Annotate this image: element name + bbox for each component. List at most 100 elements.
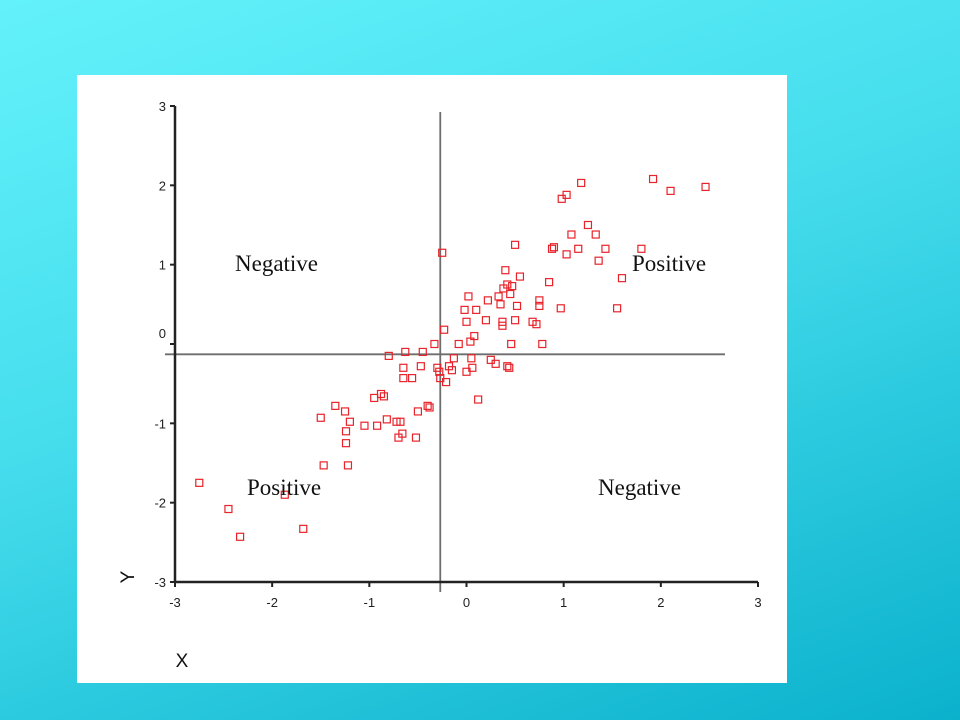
quadrant-label-bottom-right: Negative	[598, 475, 681, 500]
data-point	[416, 362, 425, 371]
data-point	[501, 266, 510, 275]
data-point	[460, 305, 469, 314]
data-point	[399, 374, 408, 383]
data-point	[280, 490, 289, 499]
data-point	[425, 403, 434, 412]
data-point	[535, 301, 544, 311]
y-tick-label: 2	[159, 178, 166, 193]
data-point	[440, 325, 449, 334]
data-point	[407, 374, 417, 383]
x-tick-label: -3	[169, 595, 181, 610]
data-point	[583, 220, 593, 230]
data-point	[224, 504, 233, 514]
x-tick-label: -1	[364, 595, 376, 610]
data-point	[512, 301, 522, 311]
data-point	[701, 182, 710, 192]
data-point	[316, 413, 325, 422]
data-point	[399, 363, 408, 372]
quadrant-label-top-left: Negative	[235, 251, 318, 276]
data-point	[449, 354, 458, 363]
data-point	[468, 363, 477, 372]
data-point	[430, 339, 439, 349]
data-point	[574, 244, 583, 253]
chart-panel: -3 -2 -1 0 1 2 3 -3 -2 -1 0 1 2 3 Negative Positive …	[77, 75, 787, 683]
y-tick-label: 3	[159, 99, 166, 114]
data-point	[498, 321, 507, 330]
data-point	[538, 339, 547, 349]
x-tick-label: 1	[560, 595, 567, 610]
data-point	[401, 347, 410, 357]
data-point	[474, 395, 483, 404]
data-point	[481, 316, 491, 325]
data-point	[515, 272, 525, 281]
x-tick-label: 0	[463, 595, 470, 610]
data-point	[491, 359, 500, 368]
data-point	[331, 401, 340, 410]
data-point	[413, 407, 423, 416]
data-point	[343, 461, 353, 470]
data-point	[547, 244, 557, 253]
data-point	[567, 230, 576, 239]
y-axis-ticks: -3 -2 -1 0 1 2 3	[154, 99, 175, 590]
data-point	[411, 433, 421, 442]
y-axis-label: Y	[118, 570, 139, 583]
data-point	[577, 178, 586, 188]
quadrant-label-top-right: Positive	[632, 251, 706, 276]
data-point	[464, 292, 473, 301]
data-point	[467, 354, 476, 363]
quadrant-divider-lines	[165, 112, 725, 592]
x-axis-ticks: -3 -2 -1 0 1 2 3	[169, 582, 762, 610]
x-tick-label: -2	[266, 595, 278, 610]
data-point	[505, 363, 514, 372]
data-point	[637, 244, 646, 253]
data-point	[535, 296, 544, 305]
data-point	[319, 461, 328, 470]
data-point	[472, 305, 481, 314]
data-point	[379, 392, 389, 401]
data-point	[503, 280, 512, 289]
data-point	[299, 524, 308, 533]
quadrant-label-bottom-left: Positive	[247, 475, 321, 500]
data-point	[510, 240, 520, 249]
data-point	[454, 339, 463, 349]
data-point	[384, 351, 393, 360]
data-point	[494, 292, 503, 301]
y-tick-label: -2	[154, 496, 166, 511]
data-point	[370, 393, 379, 403]
data-point	[360, 421, 369, 430]
data-point	[236, 532, 245, 541]
data-point	[503, 362, 512, 371]
data-point	[496, 300, 505, 309]
data-point	[345, 417, 354, 426]
data-point	[510, 316, 520, 325]
data-point	[591, 230, 600, 239]
data-point	[507, 339, 516, 349]
data-point	[462, 317, 471, 326]
data-point	[549, 243, 559, 252]
x-tick-label: 2	[657, 595, 664, 610]
data-point	[648, 174, 658, 184]
y-tick-label: -1	[154, 416, 166, 431]
y-tick-label: -3	[154, 575, 166, 590]
data-point	[470, 331, 479, 341]
data-point	[532, 320, 541, 329]
data-point	[373, 421, 382, 430]
y-tick-label: 0	[159, 326, 166, 341]
data-point	[617, 274, 627, 283]
data-point	[556, 304, 565, 313]
x-axis-label: X	[176, 651, 189, 672]
data-point	[544, 278, 554, 287]
data-point	[666, 186, 675, 195]
data-point	[594, 256, 603, 265]
data-point	[447, 366, 457, 375]
data-point	[396, 417, 405, 426]
data-point	[341, 439, 351, 448]
data-point	[613, 304, 622, 313]
data-points	[195, 174, 710, 541]
data-point	[562, 190, 571, 199]
data-point	[340, 407, 350, 416]
data-point	[435, 367, 444, 376]
data-point	[423, 401, 432, 410]
data-point	[195, 478, 204, 487]
